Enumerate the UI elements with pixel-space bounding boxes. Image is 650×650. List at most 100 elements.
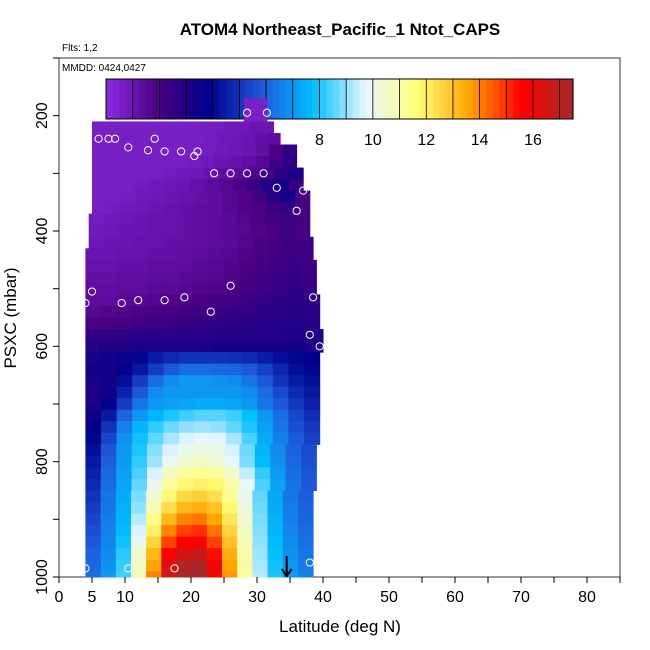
sample-point [87, 287, 97, 296]
heatmap-cell [130, 571, 147, 578]
heatmap-cell [119, 156, 134, 169]
heatmap-cell [194, 386, 211, 399]
colorbar-step [132, 79, 140, 119]
heatmap-cell [269, 156, 284, 169]
colorbar-step [106, 79, 114, 119]
heatmap-cell [265, 213, 281, 226]
heatmap-cell [179, 363, 196, 376]
heatmap-cell [131, 467, 148, 480]
colorbar-step [412, 79, 421, 119]
heatmap-cell [92, 190, 108, 203]
heatmap-cell [268, 236, 284, 249]
heatmap-cell [206, 490, 223, 503]
heatmap-cell [222, 536, 238, 549]
sample-point [272, 183, 281, 192]
sample-point [94, 134, 103, 143]
sample-point [259, 169, 268, 178]
heatmap-cell [252, 571, 269, 578]
heatmap-cell [132, 305, 149, 318]
heatmap-cell [116, 352, 133, 365]
colorbar-tick-label: 14 [471, 132, 489, 149]
heatmap-cell [218, 179, 234, 192]
colorbar-step [459, 79, 467, 119]
heatmap-cell [132, 363, 149, 376]
heatmap-cell [193, 467, 210, 480]
heatmap-cell [162, 478, 179, 491]
heatmap-cell [173, 156, 188, 169]
heatmap-cell [214, 144, 229, 157]
heatmap-cell [101, 432, 118, 445]
heatmap-cell [259, 340, 276, 353]
heatmap-cell [225, 386, 243, 399]
heatmap-cell [291, 340, 308, 353]
heatmap-cell [257, 432, 274, 445]
sample-point [262, 108, 271, 117]
sample-point [305, 330, 314, 339]
heatmap-cell [275, 329, 292, 342]
sample-point [144, 146, 153, 155]
heatmap-cell [176, 248, 193, 261]
heatmap-cell [241, 294, 258, 307]
sample-point [180, 293, 189, 302]
heatmap-cell [92, 156, 107, 169]
heatmap-cell [206, 513, 223, 526]
heatmap-cell [254, 444, 271, 457]
sample-point [190, 151, 199, 161]
heatmap-cell [224, 467, 240, 480]
heatmap-cell [261, 121, 274, 134]
heatmap-cell [132, 144, 148, 157]
colorbar-step [546, 79, 554, 119]
heatmap-cell [116, 409, 133, 422]
colorbar-step [366, 79, 374, 119]
heatmap-cell [179, 132, 193, 145]
colorbar-step [226, 79, 234, 119]
heatmap-cell [243, 98, 268, 111]
heatmap-cell [178, 236, 194, 249]
heatmap-cell [100, 259, 117, 272]
heatmap-cell [120, 167, 135, 180]
heatmap-cell [191, 502, 208, 515]
sample-point [226, 281, 235, 290]
heatmap-cell [225, 432, 243, 445]
heatmap-cell [163, 375, 180, 388]
heatmap-cell [236, 225, 252, 238]
heatmap-cell [146, 548, 162, 561]
heatmap-cell [224, 455, 240, 468]
heatmap-cell [161, 548, 177, 561]
heatmap-cell [210, 375, 227, 388]
heatmap-cell [222, 190, 238, 203]
heatmap-cell [85, 409, 102, 422]
heatmap-cell [222, 502, 238, 515]
heatmap-cell [162, 455, 179, 468]
heatmap-cell [115, 490, 132, 503]
heatmap-cell [272, 432, 289, 445]
heatmap-cell [147, 352, 164, 365]
sample-point [117, 298, 126, 308]
heatmap-cell [101, 409, 118, 422]
heatmap-cell [128, 121, 141, 134]
heatmap-cell [85, 421, 102, 434]
x-tick-label: 5 [88, 589, 97, 606]
heatmap-cell [252, 490, 269, 503]
heatmap-cell [196, 329, 213, 342]
colorbar-tick-label: 10 [364, 132, 382, 149]
heatmap-cell [132, 352, 149, 365]
sample-point [81, 298, 90, 308]
heatmap-cell [147, 455, 163, 468]
heatmap-cell [129, 132, 143, 145]
x-axis-label: Latitude (deg N) [279, 617, 401, 636]
colorbar-step [486, 79, 494, 119]
heatmap-cell [237, 490, 253, 503]
heatmap-cell [206, 502, 223, 515]
heatmap-cell [267, 132, 281, 145]
colorbar-step [506, 79, 514, 119]
heatmap-cell [288, 421, 305, 434]
heatmap-cell [176, 513, 193, 526]
heatmap-cell [162, 179, 177, 192]
heatmap-cell [161, 502, 177, 515]
x-tick-label: 20 [182, 589, 200, 606]
heatmap-cell [238, 236, 254, 249]
heatmap-cell [105, 144, 120, 157]
colorbar-step [186, 79, 194, 119]
heatmap-cell [297, 248, 314, 261]
